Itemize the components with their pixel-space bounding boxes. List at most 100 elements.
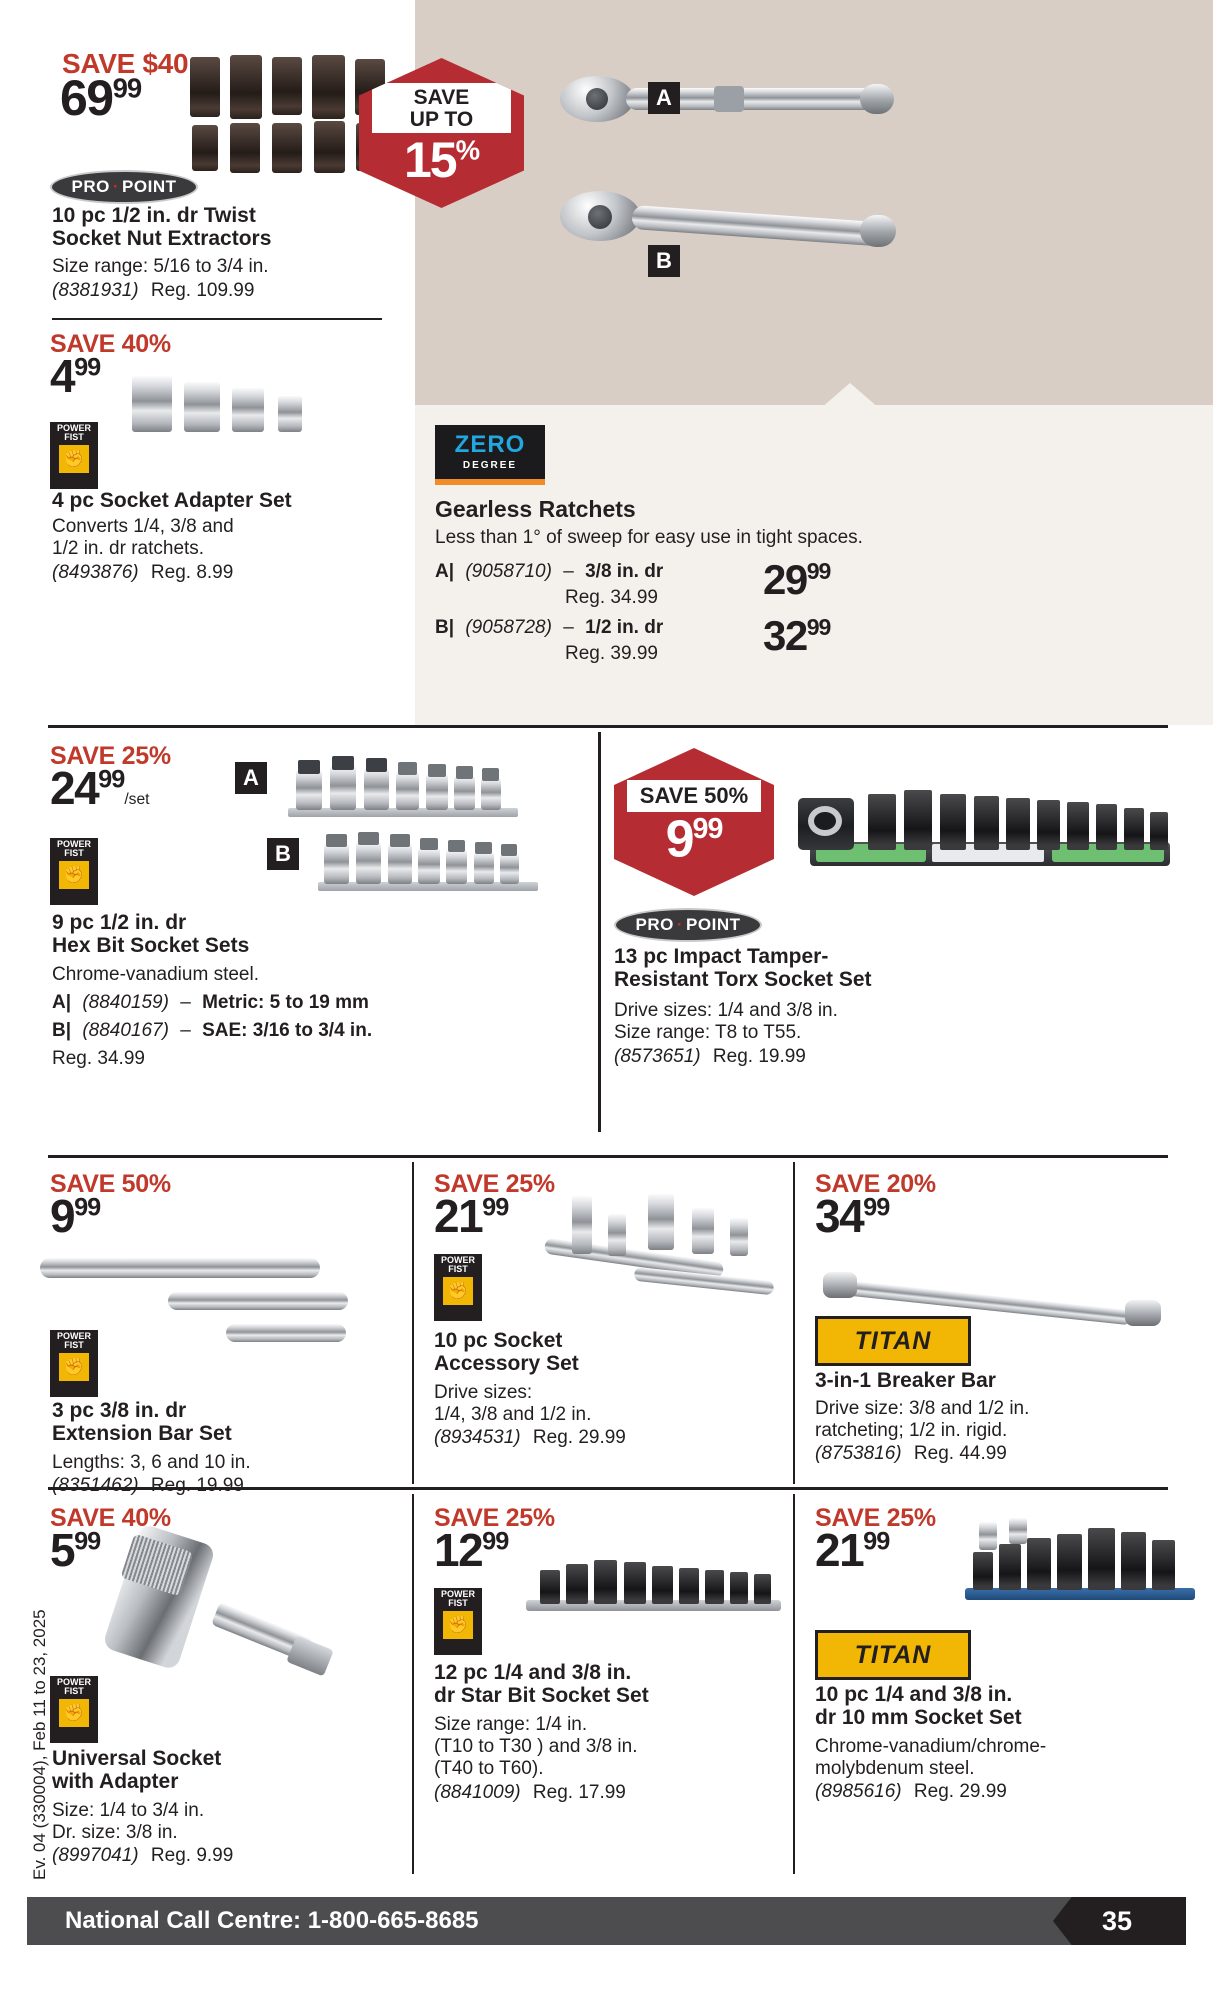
variant-dash-a: – <box>563 561 574 582</box>
title-line-2: dr Star Bit Socket Set <box>434 1683 649 1707</box>
desc-line-1: Drive sizes: 1/4 and 3/8 in. <box>614 1000 838 1021</box>
price-dollars: 34 <box>815 1190 865 1242</box>
product-card-twist-socket-nut-extractors[interactable]: SAVE $40 6999 PRO · POINT 10 pc 1/2 in. dr… <box>0 0 415 395</box>
product-description: Chrome-vanadium/chrome- molybdenum steel… <box>815 1736 1195 1804</box>
product-description: Chrome-vanadium steel. <box>52 964 472 986</box>
product-card-universal-socket[interactable]: SAVE 40% 599 POWER FIST ✊ Universal Sock… <box>0 1490 412 1880</box>
variant-letter-a: A| <box>52 992 72 1013</box>
desc-line-2: ratcheting; 1/2 in. rigid. <box>815 1420 1008 1442</box>
desc-line-2: (T10 to T30 ) and 3/8 in. <box>434 1736 638 1758</box>
reg-price: Reg. 8.99 <box>150 562 234 584</box>
divider-row3-top <box>48 1155 1168 1158</box>
desc-line-2: molybdenum steel. <box>815 1758 975 1780</box>
sku: (8493876) <box>52 562 139 584</box>
desc-line-2: Size range: T8 to T55. <box>614 1022 802 1044</box>
product-title: Gearless Ratchets <box>435 496 636 522</box>
title-line-1: 4 pc Socket Adapter Set <box>52 489 292 512</box>
product-description: Size range: 1/4 in. (T10 to T30 ) and 3/… <box>434 1714 764 1804</box>
brand-logo-propoint: PRO · POINT <box>50 170 198 204</box>
title-line-1: 10 pc 1/4 and 3/8 in. <box>815 1683 1013 1706</box>
hero-badge-a: A <box>648 82 680 114</box>
product-title: 9 pc 1/2 in. dr Hex Bit Socket Sets <box>52 911 472 957</box>
price-dollars: 24 <box>50 762 100 814</box>
product-card-10mm-socket-set[interactable]: SAVE 25% 2199 TITAN 10 pc 1/4 and 3/8 in… <box>795 1490 1213 1880</box>
product-card-star-bit-socket-set[interactable]: SAVE 25% 1299 POWER FIST ✊ 12 pc 1/4 and… <box>414 1490 794 1880</box>
price: 999 <box>50 1193 101 1239</box>
product-description: Drive sizes: 1/4 and 3/8 in. Size range:… <box>614 1000 1054 1069</box>
product-card-impact-torx-socket-set[interactable]: SAVE 50% 999 PRO · PO <box>600 728 1213 1148</box>
variant-sku-a: (8840159) <box>82 992 169 1013</box>
product-image-extension-bars <box>40 1258 348 1350</box>
sku: (8985616) <box>815 1781 902 1803</box>
desc-line-3: (T40 to T60). <box>434 1758 544 1780</box>
brand-logo-powerfist: POWER FIST ✊ <box>50 422 98 489</box>
powerfist-line-2: FIST <box>64 848 84 858</box>
page-number-chevron <box>1053 1897 1186 1945</box>
product-card-socket-accessory-set[interactable]: SAVE 25% 2199 POWER FIST ✊ 10 pc Socket … <box>414 1158 794 1498</box>
reg-price: Reg. 34.99 <box>52 1048 145 1069</box>
desc-line-1: Converts 1/4, 3/8 and <box>52 516 234 537</box>
variant-spec-a: Metric: 5 to 19 mm <box>202 992 369 1013</box>
price-unit: /set <box>124 791 150 808</box>
page-number: 35 <box>1102 1906 1133 1936</box>
save-badge: SAVE 25% <box>434 1170 555 1198</box>
product-image-torx-socket-rail <box>780 768 1180 878</box>
powerfist-line-1: POWER <box>440 1589 475 1599</box>
reg-price: Reg. 19.99 <box>712 1046 806 1068</box>
save-burst: SAVE 50% 999 <box>614 748 774 896</box>
product-image-socket-adapters <box>132 370 332 440</box>
variant-row-a: A| (8840159) – Metric: 5 to 19 mm <box>52 992 369 1014</box>
divider-vertical-row3-a <box>412 1162 414 1484</box>
propoint-point: POINT <box>686 915 741 934</box>
price-cents: 99 <box>863 1527 890 1556</box>
divider-vertical-row4-a <box>412 1494 414 1874</box>
desc-line-2: 1/4, 3/8 and 1/2 in. <box>434 1404 592 1426</box>
price-dollars: 12 <box>434 1524 484 1576</box>
call-centre-text: National Call Centre: 1-800-665-8685 <box>65 1907 479 1934</box>
price-dollars: 69 <box>60 70 114 126</box>
product-title: 13 pc Impact Tamper- Resistant Torx Sock… <box>614 945 1054 991</box>
zero-section-background <box>415 405 1213 725</box>
price: 2199 <box>815 1527 890 1573</box>
powerfist-line-1: POWER <box>56 423 91 433</box>
product-title: 10 pc 1/4 and 3/8 in. dr 10 mm Socket Se… <box>815 1683 1185 1729</box>
save-badge: SAVE 25% <box>815 1504 936 1532</box>
variant-badge-a: A <box>235 762 267 794</box>
product-card-breaker-bar[interactable]: SAVE 20% 3499 TITAN 3-in-1 Breaker Bar D… <box>795 1158 1213 1498</box>
product-card-hex-bit-socket-sets[interactable]: SAVE 25% 2499/set A B <box>0 728 600 1148</box>
reg-price: Reg. 44.99 <box>913 1443 1007 1465</box>
price: 3499 <box>815 1193 890 1239</box>
price-dollars: 5 <box>50 1524 76 1576</box>
price-cents: 99 <box>482 1193 509 1222</box>
powerfist-line-2: FIST <box>64 432 84 442</box>
price-cents: 99 <box>863 1193 890 1222</box>
product-card-gearless-ratchets[interactable]: ZERO DEGREE Gearless Ratchets Less than … <box>415 405 1213 725</box>
sku: (8753816) <box>815 1443 902 1465</box>
variant-price-b: 3299 <box>763 615 831 657</box>
product-card-extension-bar-set[interactable]: SAVE 50% 999 POWER FIST ✊ 3 pc 3/8 in. d… <box>0 1158 412 1498</box>
product-description: Drive sizes: 1/4, 3/8 and 1/2 in. (89345… <box>434 1382 744 1450</box>
footer-bar: National Call Centre: 1-800-665-8685 <box>27 1897 1186 1945</box>
product-title: 4 pc Socket Adapter Set <box>52 489 402 513</box>
reg-price: Reg. 29.99 <box>913 1781 1007 1803</box>
save-badge: SAVE $40 <box>62 48 189 79</box>
product-description: Drive size: 3/8 and 1/2 in. ratcheting; … <box>815 1398 1185 1466</box>
product-image-star-bit-rail <box>526 1548 796 1638</box>
reg-price: Reg. 19.99 <box>150 1475 244 1497</box>
sku: (8573651) <box>614 1046 701 1068</box>
price: 599 <box>50 1527 101 1573</box>
fist-icon: ✊ <box>443 1277 473 1305</box>
title-line-2: Accessory Set <box>434 1351 579 1375</box>
product-card-socket-adapter-set[interactable]: SAVE 40% 499 POWER FIST ✊ 4 pc Socket Ad… <box>0 320 415 583</box>
powerfist-line-2: FIST <box>448 1264 468 1274</box>
product-image-10mm-sockets <box>965 1518 1205 1628</box>
divider-vertical-row2 <box>598 732 601 1132</box>
variant-row-a: A| (9058710) – 3/8 in. dr <box>435 561 865 583</box>
powerfist-line-2: FIST <box>448 1598 468 1608</box>
burst-line-2: UP TO <box>409 107 474 131</box>
product-description: Lengths: 3, 6 and 10 in. (8351462) Reg. … <box>52 1452 382 1497</box>
variant-row-b: B| (9058728) – 1/2 in. dr <box>435 617 865 639</box>
title-line-1: 9 pc 1/2 in. dr <box>52 911 187 934</box>
burst-price-cents: 99 <box>692 813 724 846</box>
burst-suffix: % <box>455 134 480 166</box>
